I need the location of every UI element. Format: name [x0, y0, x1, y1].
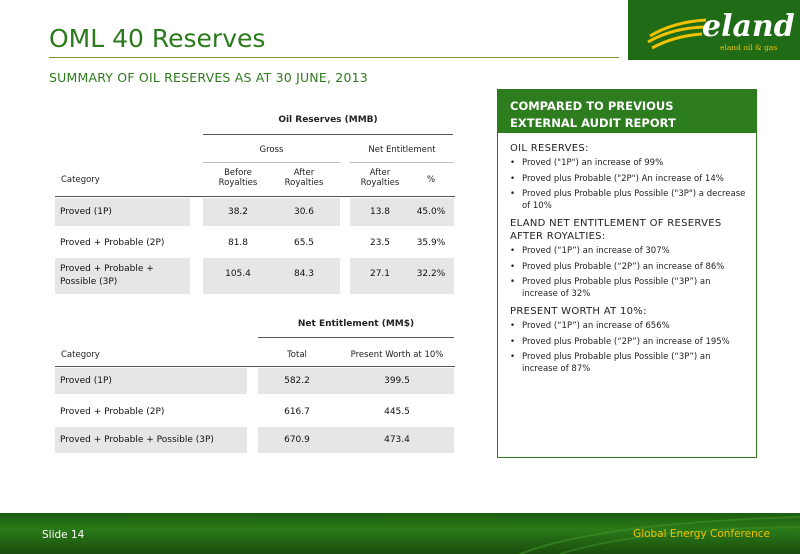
- list-item: Proved plus Probable (“2P”) an increase …: [510, 337, 746, 349]
- svg-text:eland oil & gas: eland oil & gas: [720, 43, 777, 52]
- list-item: Proved (“1P”) an increase of 656%: [510, 321, 746, 333]
- col-after-royalties-net: After Royalties: [360, 168, 400, 188]
- col-after-royalties: After Royalties: [284, 168, 324, 188]
- list-item: Proved (“1P”) an increase of 307%: [510, 246, 746, 258]
- section-title-present-worth: PRESENT WORTH AT 10%:: [510, 306, 647, 317]
- eland-logo: eland eland oil & gas: [628, 0, 800, 60]
- oil-table-caption: Oil Reserves (MMB): [278, 115, 378, 125]
- col-percent: %: [426, 175, 436, 185]
- net-table-caption: Net Entitlement (MM$): [297, 319, 415, 329]
- section-title-oil-reserves: OIL RESERVES:: [510, 143, 589, 154]
- col-category-net: Category: [61, 350, 100, 360]
- eland-logo-graphic: eland eland oil & gas: [647, 9, 795, 52]
- panel-body: OIL RESERVES: Proved ("1P") an increase …: [498, 133, 756, 375]
- slide-number: Slide 14: [42, 529, 85, 541]
- footer-decoration: [519, 516, 800, 554]
- list-item: Proved plus Probable plus Possible ("3P"…: [510, 189, 746, 212]
- panel-heading: COMPARED TO PREVIOUS EXTERNAL AUDIT REPO…: [498, 90, 756, 133]
- event-name: Global Energy Conference: [633, 528, 770, 540]
- list-item: Proved plus Probable ("2P") An increase …: [510, 174, 746, 186]
- footer-bar: Slide 14 Global Energy Conference: [0, 513, 800, 554]
- col-total: Total: [287, 350, 307, 360]
- list-item: Proved plus Probable plus Possible (“3P”…: [510, 277, 746, 300]
- col-group-gross: Gross: [259, 145, 284, 155]
- list-item: Proved plus Probable (“2P”) an increase …: [510, 262, 746, 274]
- section-title-net-entitlement: ELAND NET ENTITLEMENT OF RESERVES AFTER …: [510, 218, 722, 242]
- list-item: Proved plus Probable plus Possible (“3P”…: [510, 352, 746, 375]
- oil-reserves-list: Proved ("1P") an increase of 99% Proved …: [510, 158, 746, 212]
- present-worth-list: Proved (“1P”) an increase of 656% Proved…: [510, 321, 746, 375]
- slide-title: OML 40 Reserves: [49, 24, 266, 53]
- list-item: Proved ("1P") an increase of 99%: [510, 158, 746, 170]
- col-present-worth: Present Worth at 10%: [350, 350, 444, 360]
- svg-text:eland: eland: [702, 9, 795, 44]
- slide-subtitle: SUMMARY OF OIL RESERVES AS AT 30 JUNE, 2…: [49, 70, 368, 85]
- comparison-panel: COMPARED TO PREVIOUS EXTERNAL AUDIT REPO…: [497, 89, 757, 458]
- net-entitlement-list: Proved (“1P”) an increase of 307% Proved…: [510, 246, 746, 300]
- col-group-net: Net Entitlement: [368, 145, 436, 155]
- col-before-royalties: Before Royalties: [218, 168, 258, 188]
- col-category: Category: [61, 175, 100, 185]
- title-divider: [49, 57, 619, 58]
